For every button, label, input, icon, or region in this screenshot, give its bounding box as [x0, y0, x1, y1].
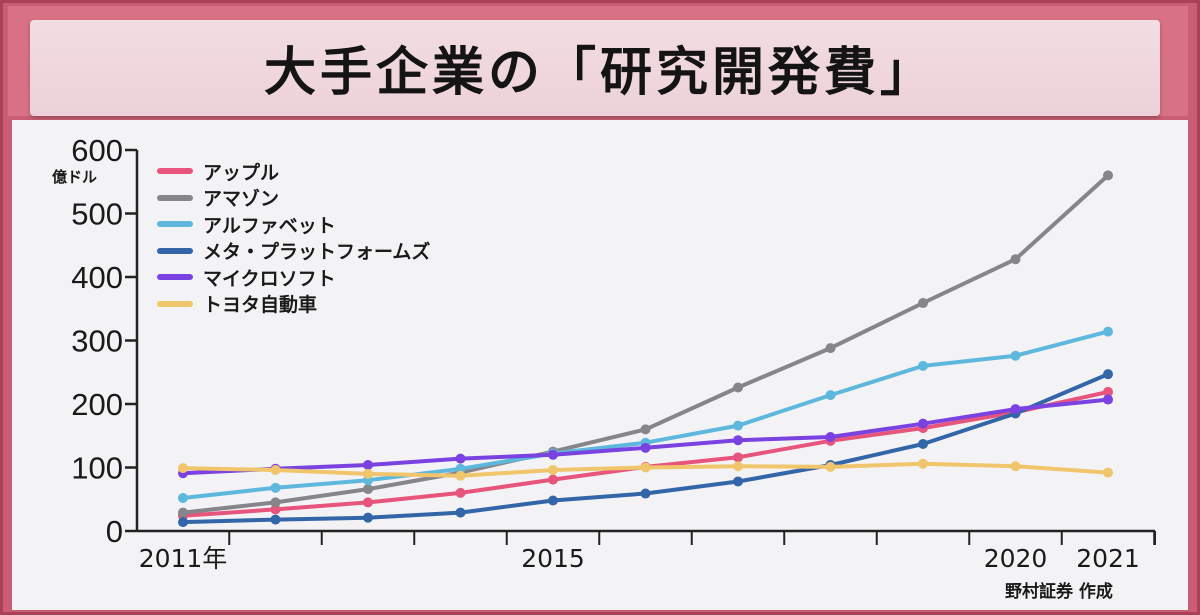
data-point — [178, 463, 188, 474]
legend-swatch — [157, 194, 193, 201]
legend-item: アマゾン — [157, 185, 430, 212]
data-point — [733, 435, 743, 446]
data-point — [270, 514, 281, 525]
x-tick-label: 2020 — [984, 544, 1048, 573]
data-point — [363, 512, 373, 523]
data-point — [918, 298, 928, 309]
data-point — [733, 461, 743, 472]
data-point — [825, 390, 836, 401]
y-tick-label: 100 — [71, 451, 123, 486]
legend: アップルアマゾンアルファベットメタ・プラットフォームズ マイクロソフト トヨタ自動車 — [157, 158, 430, 317]
x-tick-label: 2021 — [1076, 544, 1140, 573]
legend-item: アルファベット — [157, 211, 430, 238]
data-point — [1103, 326, 1113, 337]
data-point — [548, 465, 558, 476]
data-point — [918, 439, 928, 450]
legend-item: メタ・プラットフォームズ — [157, 238, 430, 265]
data-point — [455, 487, 466, 498]
data-point — [270, 465, 281, 476]
legend-label: メタ・プラットフォームズ — [203, 241, 431, 264]
data-point — [455, 507, 466, 518]
legend-label: アマゾン — [203, 188, 280, 211]
data-point — [363, 468, 373, 479]
data-point — [640, 442, 651, 453]
chart-panel — [12, 120, 1188, 610]
data-point — [918, 458, 928, 469]
data-point — [178, 507, 188, 518]
y-tick-label: 400 — [71, 260, 123, 295]
data-point — [548, 495, 558, 506]
title-plate — [30, 20, 1160, 116]
legend-label: アルファベット — [203, 214, 336, 237]
chart-title: 大手企業の「研究開発費」 — [263, 43, 936, 103]
data-point — [455, 470, 466, 481]
data-point — [825, 461, 836, 472]
y-tick-label: 500 — [71, 197, 123, 232]
legend-label: トヨタ自動車 — [203, 294, 318, 317]
data-point — [178, 492, 188, 503]
data-point — [1010, 254, 1021, 265]
legend-item: トヨタ自動車 — [157, 291, 430, 318]
data-point — [640, 488, 651, 499]
data-point — [1103, 467, 1113, 478]
y-tick-label: 600 — [71, 133, 123, 168]
data-point — [1103, 386, 1113, 397]
data-point — [363, 484, 373, 495]
data-point — [1103, 170, 1113, 181]
data-point — [640, 424, 651, 435]
legend-item: マイクロソフト — [157, 264, 430, 291]
data-point — [1103, 369, 1113, 380]
data-point — [363, 459, 373, 470]
data-point — [825, 432, 836, 443]
legend-swatch — [157, 247, 193, 254]
y-tick-label: 200 — [71, 387, 123, 422]
x-tick-label: 2015 — [521, 544, 585, 573]
legend-label: アップル — [203, 161, 280, 184]
y-axis-unit: 億ドル — [52, 168, 98, 186]
data-point — [918, 360, 928, 371]
data-point — [918, 418, 928, 429]
data-point — [455, 453, 466, 464]
data-point — [733, 452, 743, 463]
legend-label: マイクロソフト — [203, 267, 336, 290]
data-point — [270, 504, 281, 515]
y-tick-label: 0 — [106, 514, 123, 549]
legend-swatch — [157, 274, 193, 281]
legend-swatch — [157, 168, 193, 175]
data-point — [363, 497, 373, 508]
data-point — [548, 449, 558, 460]
data-point — [548, 474, 558, 485]
data-point — [1103, 394, 1113, 405]
data-point — [270, 482, 281, 493]
data-point — [270, 497, 281, 508]
data-point — [455, 463, 466, 474]
data-point — [1010, 461, 1021, 472]
y-tick-label: 300 — [71, 324, 123, 359]
legend-swatch — [157, 300, 193, 307]
data-point — [825, 343, 836, 354]
source-credit: 野村証券 作成 — [1005, 582, 1113, 602]
x-tick-label: 2011年 — [139, 544, 228, 573]
data-point — [640, 462, 651, 473]
data-point — [178, 517, 188, 528]
legend-swatch — [157, 221, 193, 228]
data-point — [733, 420, 743, 431]
data-point — [1010, 350, 1021, 361]
data-point — [1010, 404, 1021, 415]
legend-item: アップル — [157, 158, 430, 185]
data-point — [733, 382, 743, 393]
data-point — [733, 476, 743, 487]
